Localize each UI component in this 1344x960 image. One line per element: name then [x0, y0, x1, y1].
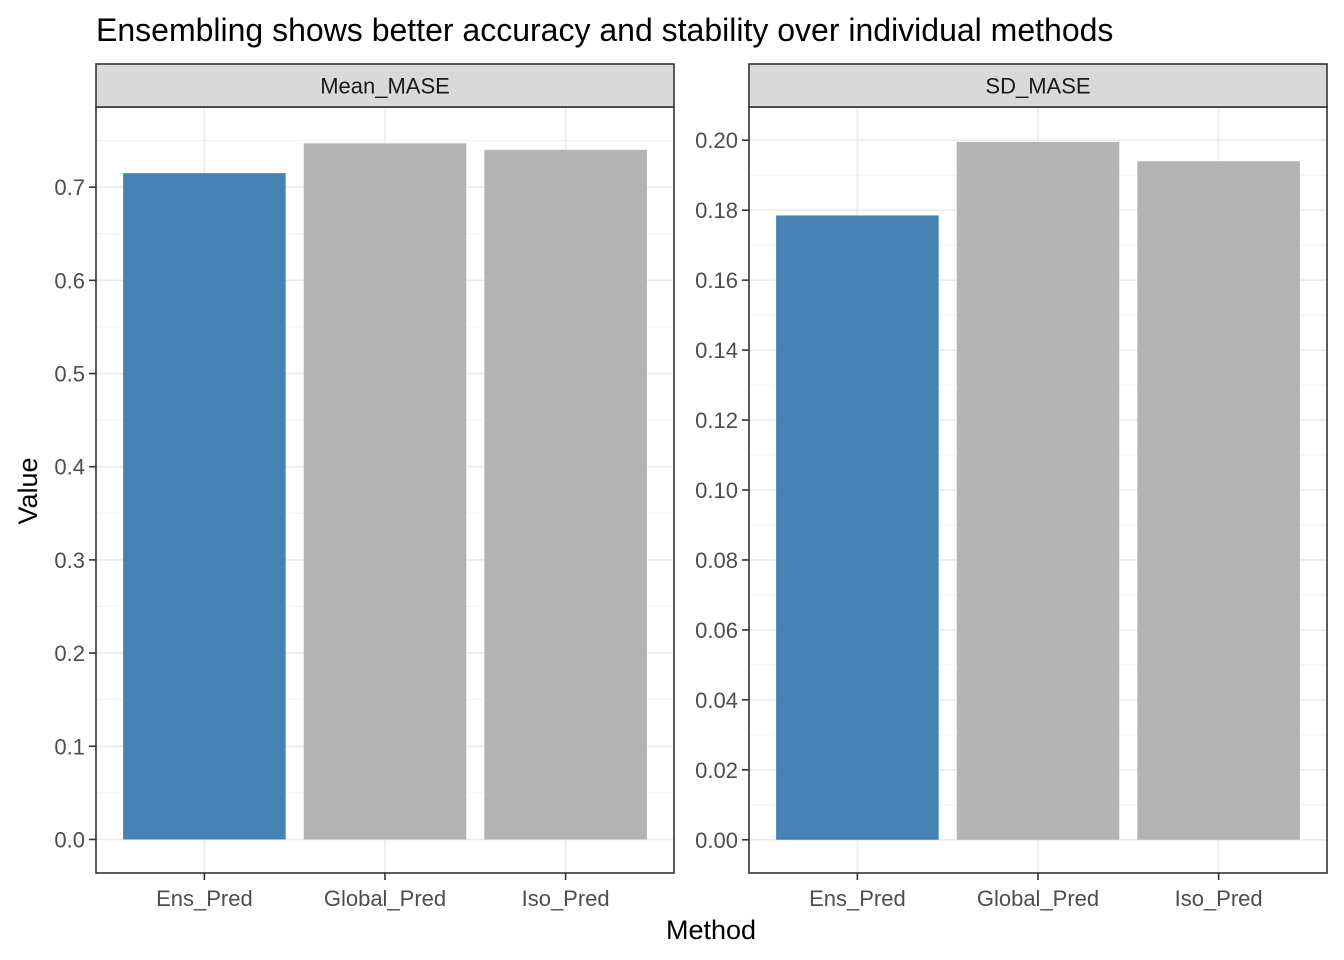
- y-tick-label: 0.18: [695, 198, 738, 223]
- y-axis-title: Value: [13, 457, 43, 524]
- y-tick-label: 0.06: [695, 618, 738, 643]
- x-tick-label: Ens_Pred: [156, 886, 253, 911]
- y-tick-label: 0.02: [695, 758, 738, 783]
- y-tick-label: 0.6: [54, 268, 85, 293]
- facet-strip-label: SD_MASE: [985, 74, 1090, 99]
- y-tick-label: 0.14: [695, 338, 738, 363]
- y-tick-label: 0.7: [54, 175, 85, 200]
- facet-strip: [748, 63, 1328, 108]
- x-axis-title: Method: [666, 915, 756, 945]
- bar-SD_MASE-Iso_Pred: [1137, 161, 1300, 840]
- x-tick-label: Iso_Pred: [522, 886, 610, 911]
- bar-Mean_MASE-Ens_Pred: [123, 173, 286, 840]
- x-tick-label: Global_Pred: [977, 886, 1099, 911]
- y-tick-label: 0.20: [695, 128, 738, 153]
- y-tick-label: 0.3: [54, 548, 85, 573]
- y-tick-label: 0.1: [54, 734, 85, 759]
- facet-strip-label: Mean_MASE: [320, 74, 450, 99]
- facet-panel-1: SD_MASE 0.00 0.02 0.04 0.06 0.08 0.10 0.12 0.14 0…: [695, 63, 1328, 911]
- bar-Mean_MASE-Iso_Pred: [484, 149, 647, 840]
- y-tick-label: 0.2: [54, 641, 85, 666]
- y-tick-label: 0.4: [54, 455, 85, 480]
- x-tick-label: Ens_Pred: [809, 886, 906, 911]
- bar-Mean_MASE-Global_Pred: [303, 143, 467, 840]
- bar-SD_MASE-Ens_Pred: [776, 215, 939, 840]
- y-tick-label: 0.10: [695, 478, 738, 503]
- facets: Mean_MASE 0.0 0.1 0.2 0.3 0.4 0.5 0.6 0.7 Ens_Pre…: [54, 63, 1328, 911]
- y-tick-label: 0.08: [695, 548, 738, 573]
- y-tick-label: 0.16: [695, 268, 738, 293]
- bar-SD_MASE-Global_Pred: [956, 141, 1120, 840]
- y-tick-label: 0.04: [695, 688, 738, 713]
- x-tick-label: Global_Pred: [324, 886, 446, 911]
- facet-panel-0: Mean_MASE 0.0 0.1 0.2 0.3 0.4 0.5 0.6 0.7 Ens_Pre…: [54, 63, 675, 911]
- y-tick-label: 0.12: [695, 408, 738, 433]
- x-tick-label: Iso_Pred: [1175, 886, 1263, 911]
- chart-title: Ensembling shows better accuracy and sta…: [96, 12, 1113, 48]
- y-tick-label: 0.5: [54, 362, 85, 387]
- y-tick-label: 0.00: [695, 828, 738, 853]
- y-tick-label: 0.0: [54, 827, 85, 852]
- facet-strip: [95, 63, 675, 108]
